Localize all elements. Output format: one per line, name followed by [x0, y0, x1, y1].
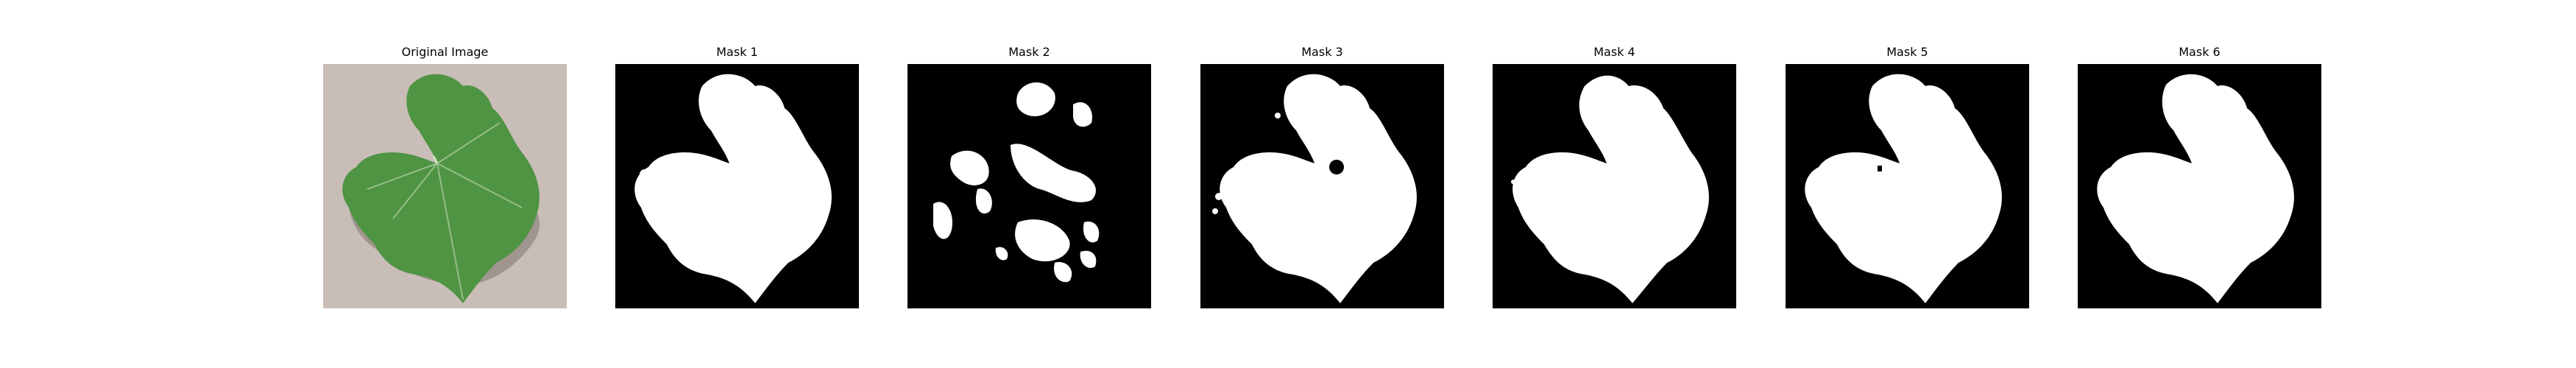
mask-5-image [1786, 64, 2029, 308]
mask-hole [1878, 166, 1882, 171]
mask-foreground [1512, 75, 1709, 303]
mask-foreground [1805, 74, 2002, 304]
panel-title-original: Original Image [401, 45, 489, 59]
mask-speck [1215, 193, 1222, 200]
mask-fragment [1054, 262, 1072, 283]
leaf-body [342, 74, 539, 304]
mask-fragment [995, 247, 1008, 261]
mask-speck [1212, 208, 1218, 214]
mask-6-panel [2078, 64, 2321, 308]
mask-fragment [1015, 219, 1070, 262]
leaf-veins [367, 122, 523, 300]
mask-hole [1329, 160, 1344, 174]
mask-3-panel [1200, 64, 1444, 308]
mask-6-image [2078, 64, 2321, 308]
mask-foreground [2097, 74, 2294, 304]
mask-fragment [950, 150, 989, 185]
panel-title-mask-6: Mask 6 [2179, 45, 2221, 59]
mask-fragment [1011, 144, 1096, 202]
mask-fragment [1083, 222, 1100, 243]
panel-title-mask-5: Mask 5 [1886, 45, 1928, 59]
mask-1-image [615, 64, 859, 308]
mask-2-image [907, 64, 1151, 308]
mask-fragment [1016, 82, 1055, 116]
panel-title-mask-2: Mask 2 [1008, 45, 1050, 59]
mask-speck [1275, 113, 1281, 118]
mask-3-image [1200, 64, 1444, 308]
mask-fragment [975, 188, 992, 214]
mask-5-panel [1786, 64, 2029, 308]
original-image-panel [323, 64, 567, 308]
mask-fragment [1073, 102, 1092, 127]
mask-fragment [1080, 250, 1097, 269]
mask-4-panel [1493, 64, 1736, 308]
mask-foreground [634, 74, 832, 304]
mask-2-panel [907, 64, 1151, 308]
mask-foreground [1220, 74, 1417, 304]
leaf-stem [432, 155, 439, 164]
panel-title-mask-3: Mask 3 [1301, 45, 1343, 59]
mask-speck [1511, 180, 1515, 184]
mask-4-image [1493, 64, 1736, 308]
leaf-photo [323, 64, 567, 308]
mask-speck [640, 169, 650, 180]
mask-1-panel [615, 64, 859, 308]
mask-fragment [933, 202, 952, 239]
panel-title-mask-4: Mask 4 [1593, 45, 1635, 59]
panel-title-mask-1: Mask 1 [716, 45, 758, 59]
